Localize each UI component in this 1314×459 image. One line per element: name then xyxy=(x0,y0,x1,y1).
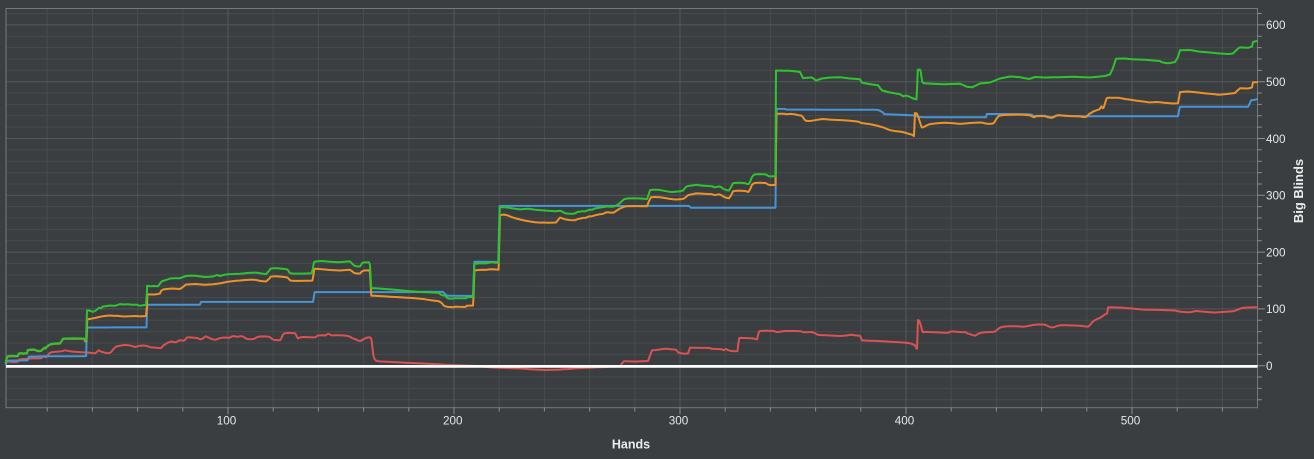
svg-text:300: 300 xyxy=(669,415,689,428)
svg-text:500: 500 xyxy=(1266,76,1286,89)
svg-text:600: 600 xyxy=(1266,19,1286,32)
svg-text:400: 400 xyxy=(895,415,915,428)
svg-text:100: 100 xyxy=(1266,303,1286,316)
svg-text:400: 400 xyxy=(1266,133,1286,146)
svg-text:300: 300 xyxy=(1266,190,1286,203)
svg-text:Big Blinds: Big Blinds xyxy=(1291,159,1306,223)
svg-text:200: 200 xyxy=(1266,246,1286,259)
svg-text:100: 100 xyxy=(217,415,237,428)
svg-text:200: 200 xyxy=(443,415,463,428)
svg-text:0: 0 xyxy=(1266,360,1273,373)
svg-text:Hands: Hands xyxy=(612,438,650,452)
svg-text:500: 500 xyxy=(1121,415,1141,428)
